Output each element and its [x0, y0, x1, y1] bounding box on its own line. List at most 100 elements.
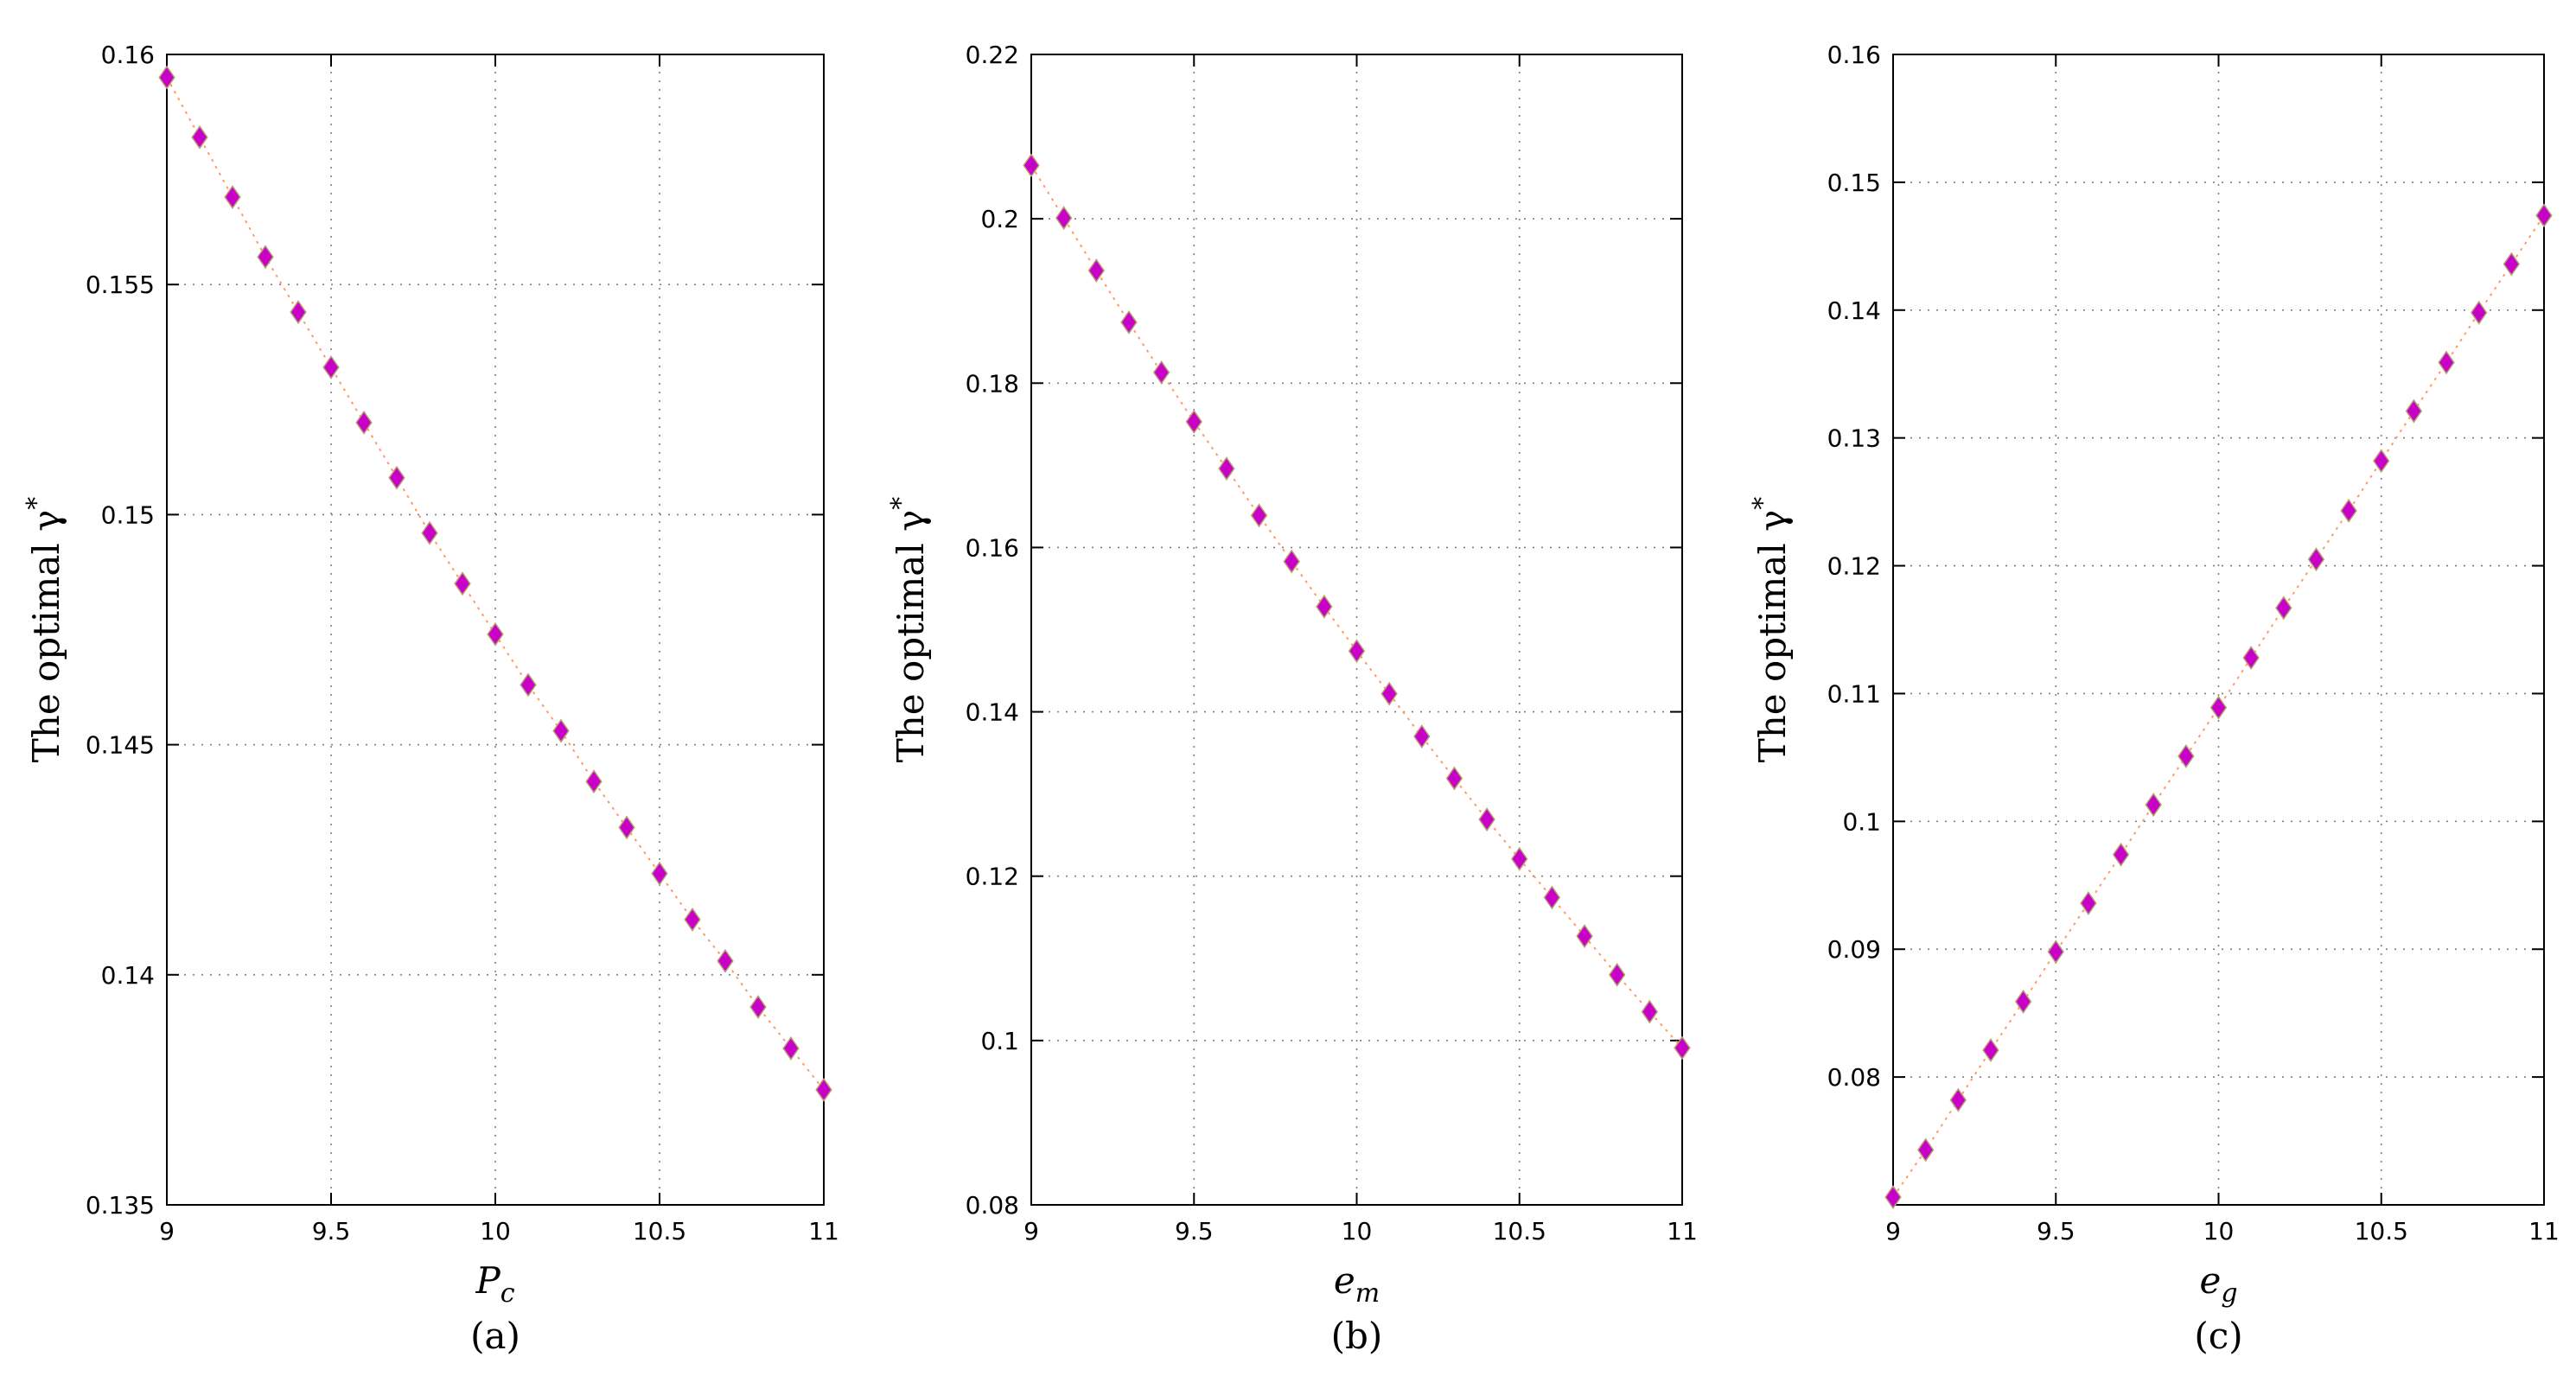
- data-point-marker: [2275, 596, 2292, 621]
- data-point-marker: [717, 948, 734, 973]
- y-axis-label: The optimal γ*: [1748, 497, 1794, 763]
- data-point-marker: [355, 410, 373, 435]
- data-point-marker: [1152, 360, 1170, 385]
- data-point-marker: [1884, 1185, 1902, 1210]
- x-axis-label: em: [1334, 1259, 1380, 1309]
- panels: 9 9.5 10 10.5 11 0.135 0.14 0.145 0.15 0.155 0.16 P…: [22, 41, 2560, 1357]
- x-tick-label: 11: [2528, 1217, 2560, 1245]
- y-tick-label: 0.22: [966, 41, 1019, 69]
- data-point-marker: [421, 520, 438, 545]
- y-tick-label: 0.1: [980, 1027, 1019, 1055]
- y-tick-label: 0.15: [1827, 169, 1881, 197]
- data-point-marker: [585, 769, 603, 794]
- data-point-marker: [1250, 503, 1268, 528]
- data-point-marker: [257, 245, 274, 270]
- x-axis-label-subscript: c: [501, 1278, 515, 1309]
- y-tick-label: 0.1: [1842, 807, 1881, 836]
- data-point-marker: [158, 65, 175, 90]
- data-point-marker: [487, 621, 504, 647]
- data-point-marker: [1380, 681, 1398, 706]
- data-point-marker: [2014, 989, 2032, 1014]
- y-tick-label: 0.11: [1827, 679, 1881, 708]
- x-axis-label: eg: [2199, 1259, 2237, 1309]
- data-point-marker: [1641, 999, 1659, 1024]
- data-point-marker: [2177, 743, 2195, 768]
- y-tick-label: 0.14: [101, 961, 155, 990]
- data-point-marker: [1055, 206, 1073, 231]
- y-tick-label: 0.18: [966, 369, 1019, 398]
- x-tick-label: 10.5: [633, 1217, 686, 1245]
- x-tick-label: 10: [1342, 1217, 1373, 1245]
- y-tick-label: 0.12: [966, 863, 1019, 891]
- y-tick-label: 0.16: [101, 41, 155, 69]
- data-point-marker: [2307, 547, 2325, 572]
- data-point-marker: [782, 1036, 800, 1061]
- chart-panel-3: 9 9.5 10 10.5 11 0.08 0.09 0.1 0.11 0.12 0.13 0.14 0…: [1748, 41, 2560, 1357]
- data-point-marker: [618, 815, 635, 840]
- panel-label: (a): [470, 1315, 520, 1357]
- data-point-marker: [290, 300, 307, 325]
- data-point-marker: [1478, 807, 1495, 832]
- panel-label: (c): [2194, 1315, 2242, 1357]
- x-axis-label: Pc: [475, 1259, 514, 1309]
- y-tick-label: 0.08: [1827, 1063, 1881, 1092]
- x-tick-label: 9: [1885, 1217, 1901, 1245]
- data-point-marker: [322, 355, 340, 379]
- x-tick-label: 9.5: [1175, 1217, 1214, 1245]
- data-point-marker: [1023, 153, 1040, 178]
- data-point-marker: [1916, 1137, 1935, 1163]
- data-point-marker: [2080, 891, 2097, 915]
- x-axis-label-main: e: [1334, 1259, 1355, 1302]
- data-point-marker: [2112, 842, 2130, 867]
- x-tick-label: 11: [808, 1217, 839, 1245]
- x-axis-label-subscript: g: [2221, 1278, 2237, 1309]
- y-tick-label: 0.16: [966, 533, 1019, 562]
- data-point-marker: [1674, 1035, 1691, 1061]
- data-point-marker: [2209, 695, 2228, 720]
- data-point-marker: [2373, 449, 2390, 474]
- x-tick-label: 9: [1023, 1217, 1039, 1245]
- x-tick-label: 10: [2203, 1217, 2235, 1245]
- data-point-marker: [1283, 549, 1300, 574]
- data-point-marker: [2405, 398, 2423, 424]
- y-tick-label: 0.2: [980, 205, 1019, 233]
- y-axis-label-main: The optimal γ: [889, 510, 932, 763]
- data-point-marker: [1316, 594, 1333, 619]
- x-tick-label: 10.5: [1493, 1217, 1546, 1245]
- panel-label: (b): [1331, 1315, 1383, 1357]
- data-point-marker: [1185, 410, 1202, 434]
- y-tick-label: 0.16: [1827, 41, 1881, 69]
- y-axis-label-main: The optimal γ: [1751, 510, 1794, 763]
- x-axis-label-subscript: m: [1355, 1278, 1380, 1309]
- y-tick-label: 0.12: [1827, 552, 1881, 581]
- data-point-marker: [552, 718, 570, 743]
- x-axis-label-main: e: [2199, 1259, 2221, 1302]
- y-axis-label-superscript: *: [886, 497, 916, 510]
- data-point-marker: [815, 1077, 832, 1102]
- data-point-marker: [684, 907, 701, 932]
- data-point-marker: [1608, 962, 1626, 987]
- data-point-marker: [1445, 766, 1463, 791]
- chart-panel-1: 9 9.5 10 10.5 11 0.135 0.14 0.145 0.15 0.155 0.16 P…: [22, 41, 839, 1357]
- y-tick-label: 0.14: [1827, 296, 1881, 325]
- data-point-marker: [2503, 252, 2521, 277]
- data-point-marker: [1120, 309, 1138, 334]
- data-point-marker: [1576, 924, 1593, 949]
- data-point-marker: [2145, 793, 2162, 818]
- x-tick-label: 9.5: [312, 1217, 351, 1245]
- data-point-marker: [1348, 639, 1366, 664]
- data-point-marker: [1949, 1087, 1967, 1112]
- y-tick-label: 0.155: [86, 271, 155, 299]
- data-point-marker: [1543, 885, 1561, 910]
- data-point-marker: [1087, 258, 1106, 283]
- data-point-marker: [1982, 1038, 1999, 1063]
- data-point-marker: [1413, 724, 1431, 749]
- data-point-marker: [191, 124, 208, 150]
- y-tick-label: 0.145: [86, 731, 155, 760]
- y-axis-label-superscript: *: [22, 497, 52, 510]
- y-tick-label: 0.135: [86, 1191, 155, 1220]
- y-axis-label: The optimal γ*: [22, 497, 67, 763]
- x-tick-label: 10: [480, 1217, 511, 1245]
